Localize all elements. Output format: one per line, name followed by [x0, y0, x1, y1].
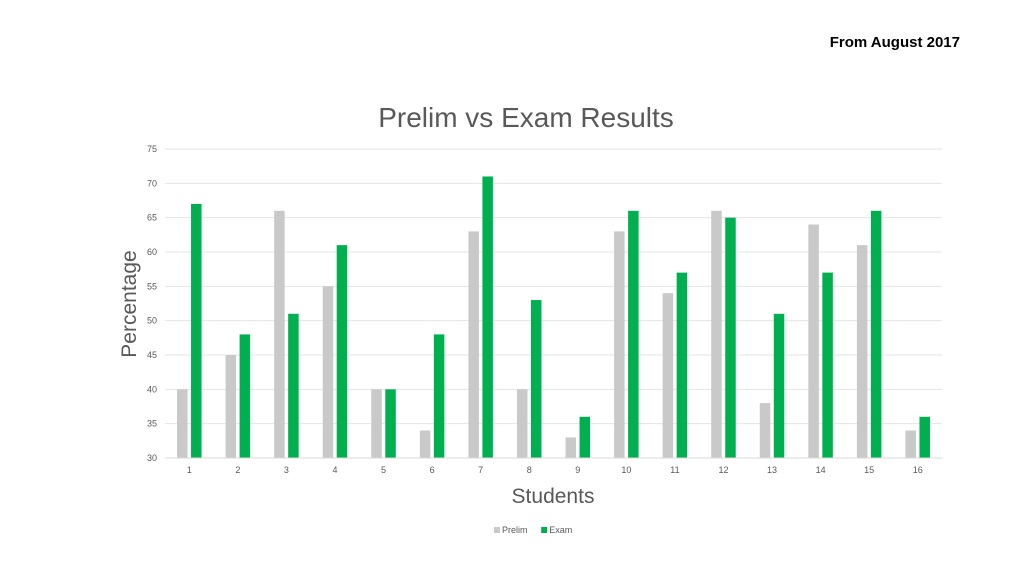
bars: [177, 176, 930, 458]
bar-exam-12: [725, 217, 736, 458]
x-tick-label: 8: [527, 465, 532, 475]
x-tick-label: 6: [430, 465, 435, 475]
bar-exam-15: [870, 210, 882, 458]
y-tick-label: 65: [147, 213, 157, 223]
bar-prelim-2: [225, 355, 237, 458]
bar-exam-3: [288, 313, 299, 458]
x-tick-label: 4: [332, 465, 337, 475]
y-tick-label: 50: [147, 316, 157, 326]
x-axis-title: Students: [512, 485, 595, 508]
y-tick-label: 70: [147, 178, 157, 188]
bar-exam-14: [822, 272, 833, 458]
bar-exam-1: [191, 203, 202, 458]
x-tick-label: 2: [235, 465, 240, 475]
y-tick-label: 40: [147, 384, 157, 394]
bar-prelim-8: [516, 389, 528, 458]
bar-exam-10: [628, 210, 639, 458]
chart-title: Prelim vs Exam Results: [378, 102, 674, 133]
legend-swatch-exam: [541, 527, 548, 533]
legend: Prelim Exam: [494, 525, 572, 535]
x-tick-label: 11: [670, 465, 679, 475]
bar-exam-6: [433, 334, 445, 458]
bar-exam-16: [919, 416, 930, 458]
bar-prelim-7: [468, 231, 479, 458]
bar-exam-5: [385, 389, 396, 458]
y-tick-label: 45: [147, 350, 157, 360]
y-tick-label: 60: [147, 247, 157, 257]
header-note: From August 2017: [829, 34, 960, 51]
bar-prelim-13: [759, 403, 771, 458]
bar-prelim-14: [808, 224, 819, 458]
bar-exam-4: [336, 245, 348, 458]
legend-label-exam: Exam: [549, 525, 572, 535]
x-tick-label: 3: [284, 465, 289, 475]
x-tick-label: 14: [816, 465, 826, 475]
x-tick-label: 9: [575, 465, 580, 475]
bar-prelim-5: [371, 389, 382, 458]
x-axis-ticks: 1 2 3 4 5 6 7 8 9 10 11 12 13 14 15 16: [187, 465, 923, 475]
bar-prelim-15: [856, 245, 868, 458]
x-tick-label: 15: [864, 465, 874, 475]
y-tick-label: 30: [147, 453, 157, 463]
x-tick-label: 10: [621, 465, 631, 475]
y-axis-title: Percentage: [118, 250, 141, 357]
bar-exam-13: [773, 313, 785, 458]
bar-exam-2: [239, 334, 251, 458]
y-tick-label: 55: [147, 281, 157, 291]
x-tick-label: 1: [187, 465, 192, 475]
x-tick-label: 12: [718, 465, 728, 475]
bar-prelim-10: [614, 231, 625, 458]
bar-prelim-16: [905, 430, 916, 458]
bar-prelim-3: [274, 210, 285, 458]
x-tick-label: 5: [381, 465, 386, 475]
bar-prelim-1: [177, 389, 188, 458]
bar-prelim-11: [662, 293, 674, 458]
bar-exam-11: [676, 272, 688, 458]
bar-prelim-9: [565, 437, 577, 458]
bar-exam-7: [482, 176, 493, 458]
y-tick-label: 75: [147, 144, 157, 154]
legend-label-prelim: Prelim: [502, 525, 528, 535]
x-tick-label: 16: [913, 465, 923, 475]
legend-swatch-prelim: [494, 527, 500, 533]
bar-exam-8: [530, 300, 542, 458]
x-tick-label: 7: [478, 465, 483, 475]
bar-prelim-12: [711, 210, 722, 458]
y-axis-ticks: 30 35 40 45 50 55 60 65 70 75: [147, 144, 157, 463]
bar-prelim-4: [322, 286, 334, 458]
y-tick-label: 35: [147, 419, 157, 429]
bar-exam-9: [579, 416, 591, 458]
bar-prelim-6: [419, 430, 431, 458]
x-tick-label: 13: [767, 465, 777, 475]
